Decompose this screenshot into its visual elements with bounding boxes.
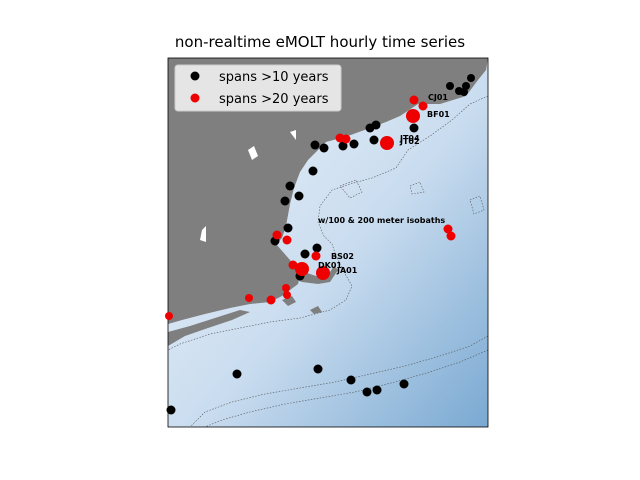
site-marker-20yr [282,235,292,245]
map-title: non-realtime eMOLT hourly time series [174,33,466,51]
site-marker-20yr [272,230,282,240]
site-marker-10yr [409,123,419,133]
site-marker-10yr [362,387,372,397]
site-marker-10yr [338,141,348,151]
legend-label-20yr: spans >20 years [219,92,329,107]
site-marker-10yr [346,375,356,385]
site-marker-20yr [311,251,321,261]
site-markers [165,74,475,415]
site-marker-20yr [406,109,420,123]
site-marker-20yr [380,136,394,150]
site-marker-20yr [418,101,428,111]
site-marker-10yr [349,139,359,149]
site-label-jt04: JT04 [399,134,420,143]
site-marker-10yr [460,88,468,96]
site-marker-20yr [288,260,298,270]
site-marker-10yr [399,379,409,389]
site-label-cj01: CJ01 [428,93,448,102]
site-marker-10yr [232,369,242,379]
site-labels: CJ01 BF01 JT04 JT02 BS02 DK01 JA01 w/100… [318,93,450,275]
lake-white-3 [200,226,206,242]
site-marker-10yr [280,196,290,206]
site-marker-10yr [369,135,379,145]
site-marker-10yr [446,82,454,90]
site-marker-10yr [294,191,304,201]
site-marker-10yr [308,166,318,176]
lake-white-2 [290,130,296,140]
legend-marker-10yr [190,71,200,81]
site-marker-20yr [282,284,290,292]
isobath-200m-outer [204,349,488,427]
legend: spans >10 years spans >20 years [174,64,342,112]
site-label-bs02: BS02 [331,252,354,261]
site-label-ja01: JA01 [336,266,358,275]
site-marker-10yr [312,243,322,253]
site-marker-10yr [319,143,329,153]
site-marker-20yr [443,224,453,234]
site-marker-20yr [283,291,291,299]
site-marker-10yr [313,364,323,374]
isobaths-note: w/100 & 200 meter isobaths [318,216,445,225]
marthas-vineyard [282,296,296,306]
nantucket [310,306,322,314]
site-marker-20yr [266,295,276,305]
legend-box [174,64,342,112]
site-marker-20yr [341,134,351,144]
site-marker-20yr [316,266,330,280]
site-marker-10yr [371,120,381,130]
site-marker-10yr [300,249,310,259]
site-label-jt02: JT02 [399,137,420,146]
site-marker-20yr [165,312,173,320]
legend-label-10yr: spans >10 years [219,70,329,85]
site-marker-20yr [295,262,309,276]
legend-marker-20yr [190,93,200,103]
map-frame [167,57,489,428]
lake-white-1 [248,146,258,160]
site-label-dk01: DK01 [318,261,342,270]
site-marker-20yr [409,95,419,105]
site-marker-20yr [245,294,253,302]
site-label-bf01: BF01 [427,110,450,119]
site-marker-10yr [467,74,475,82]
site-marker-10yr [285,181,295,191]
isobath-100m [168,95,488,351]
site-marker-10yr [166,405,176,415]
site-marker-10yr [310,140,320,150]
site-marker-20yr [446,231,456,241]
isobath-basin [339,179,485,215]
site-marker-10yr [283,223,293,233]
long-island [168,310,250,346]
isobath-200m [189,335,488,427]
mainland [168,58,488,324]
site-marker-10yr [372,385,382,395]
